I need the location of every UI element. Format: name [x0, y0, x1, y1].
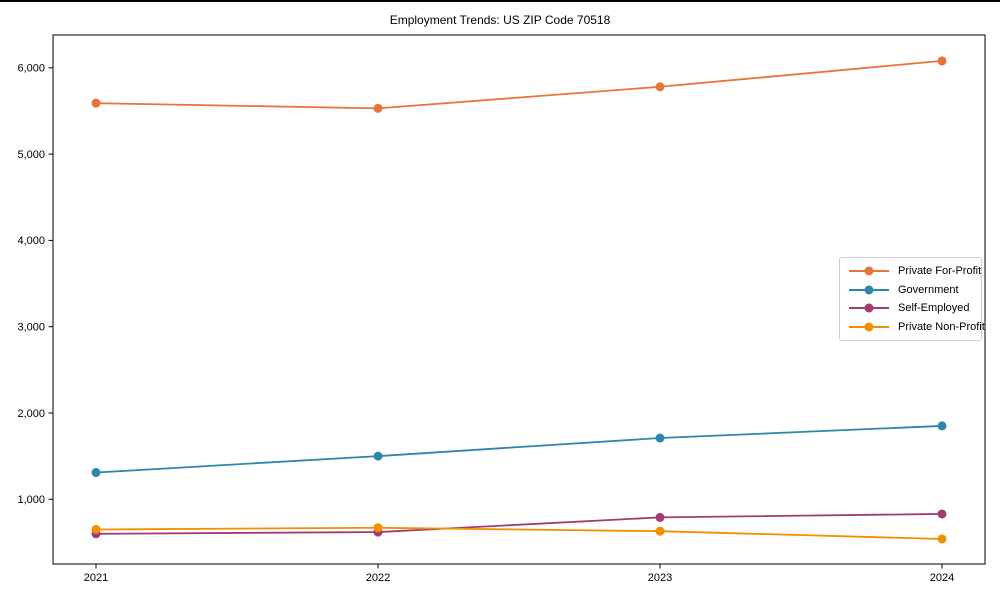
legend-marker-icon	[849, 303, 889, 313]
series-line-self-employed	[95, 513, 943, 535]
legend-dot-icon	[864, 285, 874, 295]
data-point	[655, 433, 665, 443]
data-point	[937, 421, 947, 431]
legend-marker-icon	[849, 266, 889, 276]
legend-marker-icon	[849, 285, 889, 295]
data-point	[91, 468, 101, 478]
series-line-private-for-profit	[95, 59, 943, 110]
legend-dot-icon	[864, 266, 874, 276]
data-point	[373, 523, 383, 533]
series-line-private-non-profit	[95, 526, 943, 540]
x-tick-label: 2024	[930, 572, 954, 584]
y-tick-label: 6,000	[17, 63, 45, 75]
data-point	[91, 98, 101, 108]
data-point	[91, 524, 101, 534]
x-tick-label: 2023	[648, 572, 672, 584]
axes-frame	[52, 34, 986, 565]
legend-item: Government	[846, 281, 975, 299]
chart-title: Employment Trends: US ZIP Code 70518	[389, 13, 611, 27]
data-point	[937, 56, 947, 66]
legend-marker-icon	[849, 322, 889, 332]
legend-item: Private Non-Profit	[846, 318, 985, 336]
y-tick-label: 3,000	[17, 321, 45, 333]
data-point	[373, 451, 383, 461]
legend-item: Private For-Profit	[846, 262, 981, 280]
y-tick-label: 5,000	[17, 149, 45, 161]
data-point	[373, 103, 383, 113]
legend-item: Self-Employed	[846, 299, 975, 317]
data-point	[937, 509, 947, 519]
legend-item-label: Private Non-Profit	[898, 320, 985, 333]
series-line-government	[95, 425, 943, 474]
data-point	[655, 526, 665, 536]
y-tick-label: 4,000	[17, 235, 45, 247]
x-tick-label: 2022	[366, 572, 390, 584]
legend-dot-icon	[864, 303, 874, 313]
y-tick-label: 2,000	[17, 408, 45, 420]
legend-dot-icon	[864, 322, 874, 332]
y-tick-label: 1,000	[17, 494, 45, 506]
legend-item-label: Private For-Profit	[898, 265, 982, 278]
data-point	[655, 512, 665, 522]
data-point	[937, 534, 947, 544]
legend-item-label: Government	[898, 283, 959, 296]
legend: Private For-Profit Government Self-Employe…	[839, 257, 985, 341]
legend-item-label: Self-Employed	[898, 302, 970, 315]
data-point	[655, 82, 665, 92]
x-tick-label: 2021	[84, 572, 108, 584]
